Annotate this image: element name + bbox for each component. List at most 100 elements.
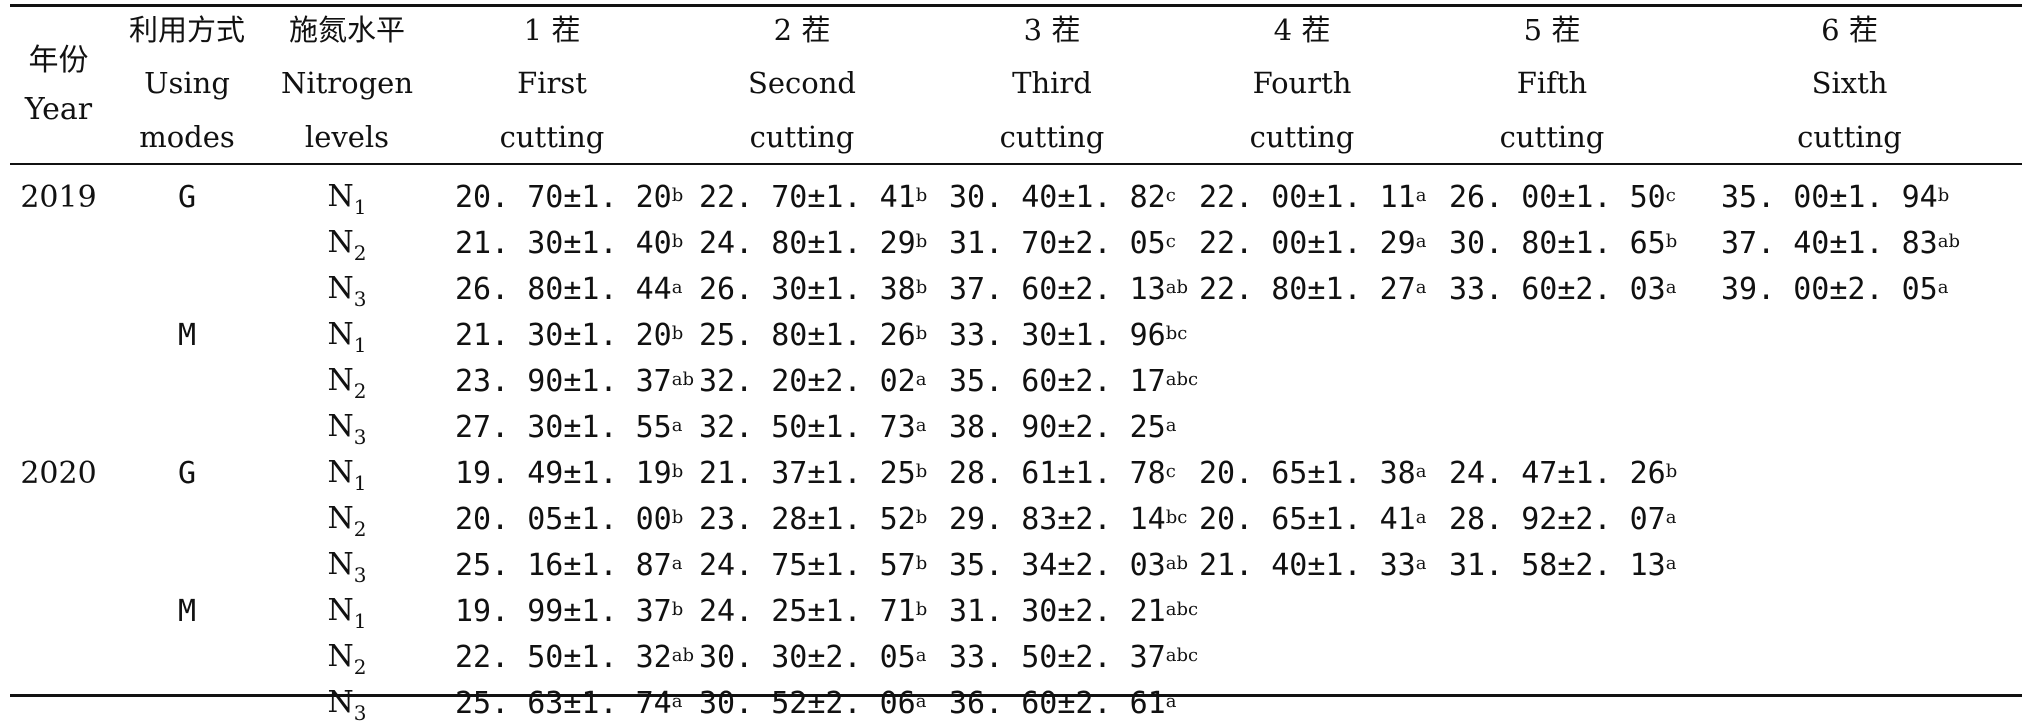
cutting-6-value-cell xyxy=(1677,497,2022,543)
year-cell xyxy=(10,635,107,681)
significance-letter: ab xyxy=(671,645,695,666)
significance-letter: b xyxy=(915,599,928,620)
table-row: N3 27. 30±1. 55a 32. 50±1. 73a 38. 90±2. 25… xyxy=(10,405,2022,451)
mean-sd-value: 37. 40±1. 83 xyxy=(1721,226,1938,261)
mean-sd-value: 20. 70±1. 20 xyxy=(455,180,672,215)
header-cutting-3-en1: Third xyxy=(1012,66,1092,100)
mean-sd-value: 23. 90±1. 37 xyxy=(455,364,672,399)
table-figure: { "header": { "year": {"zh": "年份", "en":… xyxy=(10,4,2022,725)
significance-letter: a xyxy=(1415,553,1427,574)
mean-sd-value: 21. 30±1. 20 xyxy=(455,318,672,353)
significance-letter: c xyxy=(1165,461,1176,482)
significance-letter: a xyxy=(1165,691,1177,712)
mean-sd-value: 21. 30±1. 40 xyxy=(455,226,672,261)
header-year: 年份 Year xyxy=(10,4,107,165)
nitrogen-level-subscript: 2 xyxy=(353,655,367,679)
significance-letter: a xyxy=(1665,277,1677,298)
mean-sd-value: 33. 50±2. 37 xyxy=(949,640,1166,675)
mean-sd-value: 30. 30±2. 05 xyxy=(699,640,916,675)
nitrogen-level-cell: N1 xyxy=(267,313,427,359)
nitrogen-level-symbol: N xyxy=(327,317,354,352)
header-mode-en1: Using xyxy=(144,66,230,100)
year-cell xyxy=(10,221,107,267)
table-row: N3 25. 63±1. 74a 30. 52±2. 06a 36. 60±2. 61… xyxy=(10,681,2022,727)
significance-letter: b xyxy=(915,277,928,298)
mean-sd-value: 39. 00±2. 05 xyxy=(1721,272,1938,307)
cutting-4-value-cell xyxy=(1177,313,1427,359)
cutting-4-value-cell: 22. 00±1. 11a xyxy=(1177,165,1427,221)
table-row: N2 20. 05±1. 00b 23. 28±1. 52b 29. 83±2. 14… xyxy=(10,497,2022,543)
mean-sd-value: 24. 80±1. 29 xyxy=(699,226,916,261)
cutting-2-value-cell: 22. 70±1. 41b xyxy=(677,165,927,221)
cutting-3-value-cell: 35. 34±2. 03ab xyxy=(927,543,1188,589)
mean-sd-value: 32. 20±2. 02 xyxy=(699,364,916,399)
header-cutting-2-en2: cutting xyxy=(749,120,855,154)
cutting-2-value-cell: 32. 20±2. 02a xyxy=(677,359,927,405)
mean-sd-value: 25. 63±1. 74 xyxy=(455,686,672,721)
mean-sd-value: 19. 99±1. 37 xyxy=(455,594,672,629)
nitrogen-level-cell: N1 xyxy=(267,589,427,635)
nitrogen-level-subscript: 1 xyxy=(353,471,367,495)
table-row: 2019 G N1 20. 70±1. 20b 22. 70±1. 41b 30. 40±… xyxy=(10,165,2022,221)
significance-letter: a xyxy=(1165,415,1177,436)
nitrogen-level-subscript: 3 xyxy=(353,701,367,725)
year-cell xyxy=(10,681,107,727)
cutting-1-value-cell: 19. 99±1. 37b xyxy=(427,589,683,635)
cutting-5-value-cell xyxy=(1427,681,1677,727)
significance-letter: c xyxy=(1165,231,1176,252)
nitrogen-level-cell: N3 xyxy=(267,681,427,727)
nitrogen-level-cell: N2 xyxy=(267,497,427,543)
using-mode-cell xyxy=(107,635,267,681)
significance-letter: a xyxy=(671,553,683,574)
nitrogen-level-symbol: N xyxy=(327,593,354,628)
table-row: M N1 21. 30±1. 20b 25. 80±1. 26b 33. 30±1. 9… xyxy=(10,313,2022,359)
nitrogen-level-cell: N3 xyxy=(267,543,427,589)
significance-letter: abc xyxy=(1165,599,1199,620)
mean-sd-value: 26. 30±1. 38 xyxy=(699,272,916,307)
cutting-3-value-cell: 33. 50±2. 37abc xyxy=(927,635,1198,681)
cutting-5-value-cell: 31. 58±2. 13a xyxy=(1427,543,1677,589)
mean-sd-value: 27. 30±1. 55 xyxy=(455,410,672,445)
cutting-4-value-cell: 21. 40±1. 33a xyxy=(1177,543,1427,589)
significance-letter: a xyxy=(915,691,927,712)
cutting-3-value-cell: 33. 30±1. 96bc xyxy=(927,313,1187,359)
cutting-5-value-cell: 24. 47±1. 26b xyxy=(1427,451,1677,497)
cutting-1-value-cell: 25. 16±1. 87a xyxy=(427,543,682,589)
cutting-5-value-cell: 26. 00±1. 50c xyxy=(1427,165,1677,221)
mean-sd-value: 30. 40±1. 82 xyxy=(949,180,1166,215)
mean-sd-value: 22. 50±1. 32 xyxy=(455,640,672,675)
mean-sd-value: 31. 70±2. 05 xyxy=(949,226,1166,261)
mean-sd-value: 33. 30±1. 96 xyxy=(949,318,1166,353)
bottom-rule xyxy=(10,694,2022,697)
table-row: N3 25. 16±1. 87a 24. 75±1. 57b 35. 34±2. 03… xyxy=(10,543,2022,589)
cutting-4-value-cell: 20. 65±1. 38a xyxy=(1177,451,1427,497)
cutting-4-value-cell: 20. 65±1. 41a xyxy=(1177,497,1427,543)
cutting-3-value-cell: 36. 60±2. 61a xyxy=(927,681,1177,727)
mean-sd-value: 20. 65±1. 41 xyxy=(1199,502,1416,537)
significance-letter: b xyxy=(915,553,928,574)
cutting-4-value-cell xyxy=(1177,405,1427,451)
cutting-2-value-cell: 30. 52±2. 06a xyxy=(677,681,927,727)
year-cell xyxy=(10,543,107,589)
cutting-3-value-cell: 37. 60±2. 13ab xyxy=(927,267,1188,313)
header-mode-zh: 利用方式 xyxy=(128,13,245,47)
nitrogen-level-symbol: N xyxy=(327,455,354,490)
header-nitrogen-en1: Nitrogen xyxy=(280,66,414,100)
nitrogen-level-symbol: N xyxy=(327,179,354,214)
nitrogen-level-cell: N3 xyxy=(267,405,427,451)
header-cutting-2-en1: Second xyxy=(748,66,856,100)
mean-sd-value: 26. 00±1. 50 xyxy=(1449,180,1666,215)
significance-letter: a xyxy=(1937,277,1949,298)
significance-letter: ab xyxy=(1937,231,1961,252)
cutting-1-value-cell: 20. 05±1. 00b xyxy=(427,497,683,543)
cutting-5-value-cell xyxy=(1427,359,1677,405)
cutting-6-value-cell: 39. 00±2. 05a xyxy=(1677,267,2022,313)
significance-letter: ab xyxy=(1165,277,1189,298)
using-mode-cell: G xyxy=(177,180,197,215)
significance-letter: a xyxy=(671,691,683,712)
nitrogen-level-subscript: 1 xyxy=(353,195,367,219)
header-nitrogen-en2: levels xyxy=(304,120,390,154)
header-mode-en2: modes xyxy=(139,120,235,154)
header-year-zh: 年份 xyxy=(28,42,89,78)
mean-sd-value: 28. 61±1. 78 xyxy=(949,456,1166,491)
